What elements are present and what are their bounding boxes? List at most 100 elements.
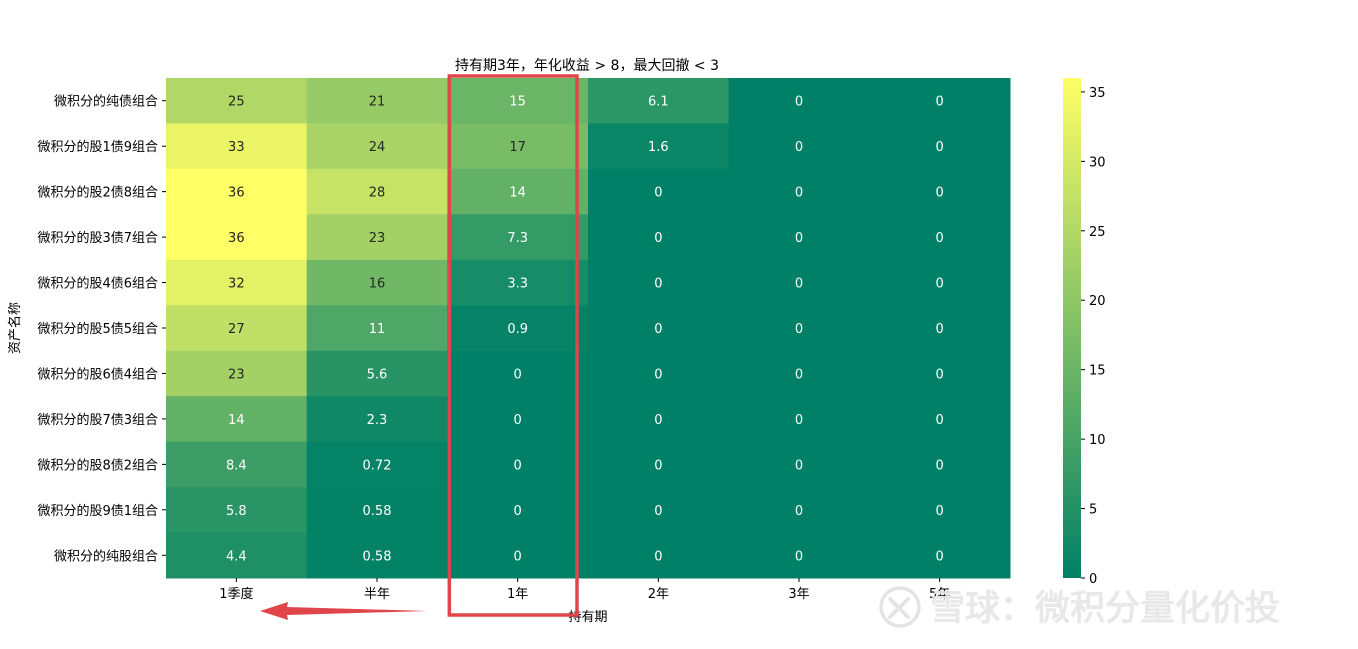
heatmap-cell [166,532,308,579]
heatmap-cell [588,214,730,261]
heatmap-cell [588,259,730,306]
y-tick-label: 微积分的股7债3组合 [37,412,158,428]
heatmap-cell [728,214,870,261]
heatmap-cell [447,214,589,261]
heatmap-cell [166,123,308,170]
heatmap-cell [588,168,730,215]
cell-value-label: 11 [369,322,386,337]
cell-value-label: 21 [369,95,386,110]
cell-value-label: 0 [514,367,522,382]
x-tick-label: 1季度 [219,586,253,602]
heatmap-cell [166,305,308,352]
heatmap-cell [306,350,448,397]
y-tick-label: 微积分的纯股组合 [54,548,158,564]
cell-value-label: 0.58 [363,504,392,519]
heatmap-cell [447,123,589,170]
heatmap-cell [166,168,308,215]
cell-value-label: 15 [509,95,526,110]
heatmap-cell [728,168,870,215]
x-tick-label: 1年 [507,587,528,602]
x-tick-label: 半年 [364,587,390,602]
heatmap-cell [728,441,870,488]
heatmap-cell [588,441,730,488]
heatmap-cell [166,441,308,488]
cell-value-label: 6.1 [648,95,669,110]
heatmap-cell [728,396,870,443]
heatmap-cell [447,78,589,124]
cell-value-label: 8.4 [226,458,247,473]
colorbar-tick-label: 5 [1089,503,1097,518]
xueqiu-logo-icon [879,586,921,628]
heatmap-cell [869,168,1011,215]
heatmap-cell [869,214,1011,261]
heatmap-cell [447,532,589,579]
watermark-text: 雪球：微积分量化价投 [930,589,1280,629]
x-tick-label: 5年 [929,587,950,602]
red-arrow [260,602,428,620]
y-tick-label: 微积分的股8债2组合 [37,457,158,473]
cell-value-label: 0 [654,322,662,337]
heatmap-cell [447,396,589,443]
cell-value-label: 0 [936,413,944,428]
heatmap-cell [728,123,870,170]
y-tick-label: 微积分的股6债4组合 [37,366,158,382]
cell-value-label: 0 [936,186,944,201]
heatmap-cell [447,350,589,397]
heatmap-cell [306,259,448,306]
cell-value-label: 5.6 [367,367,388,382]
cell-value-label: 0 [795,458,803,473]
cell-value-label: 0 [936,504,944,519]
heatmap-cell [166,259,308,306]
heatmap-cell [166,214,308,261]
colorbar-tick-label: 30 [1089,155,1106,170]
heatmap-cell [869,78,1011,124]
colorbar-tick-label: 15 [1089,364,1106,379]
cell-value-label: 1.6 [648,140,669,155]
heatmap-cell [588,123,730,170]
y-tick-label: 微积分的股4债6组合 [37,276,158,292]
watermark: 雪球：微积分量化价投 [879,586,1280,629]
cell-value-label: 0 [795,367,803,382]
x-axis-ticks: 1季度 半年 1年 2年 3年 5年 [219,578,950,602]
heatmap-cell [306,487,448,534]
cell-value-label: 0 [654,186,662,201]
heatmap-cell [588,396,730,443]
cell-value-label: 23 [369,231,386,246]
heatmap-cell [588,532,730,579]
heatmap-cell [869,532,1011,579]
y-tick-label: 微积分的股3债7组合 [37,230,158,246]
heatmap-cell [869,487,1011,534]
cell-value-label: 0 [514,549,522,564]
cell-value-label: 0 [795,549,803,564]
cell-value-label: 0 [514,413,522,428]
y-tick-label: 微积分的股2债8组合 [37,185,158,201]
cell-value-label: 0 [936,231,944,246]
cell-value-label: 33 [228,140,245,155]
heatmap-cell [306,123,448,170]
heatmap-cell [728,259,870,306]
cell-value-label: 36 [228,186,245,201]
heatmap-cell [166,396,308,443]
y-axis-label: 资产名称 [7,302,23,354]
cell-value-label: 0 [936,458,944,473]
cell-value-label: 0 [514,458,522,473]
heatmap-cell [447,168,589,215]
cell-value-label: 17 [509,140,526,155]
heatmap-cells [166,78,1011,579]
cell-value-label: 0 [936,549,944,564]
chart-title: 持有期3年，年化收益 > 8，最大回撤 < 3 [455,58,719,74]
cell-value-label: 0 [654,231,662,246]
cell-value-label: 0 [795,140,803,155]
heatmap-cell [166,487,308,534]
heatmap-cell [306,396,448,443]
cell-value-label: 0.72 [363,458,392,473]
cell-value-label: 5.8 [226,504,247,519]
heatmap-cell [728,350,870,397]
y-axis-ticks: 微积分的纯债组合微积分的股1债9组合微积分的股2债8组合微积分的股3债7组合微积… [37,94,166,564]
cell-value-label: 0 [654,413,662,428]
heatmap-cell [588,78,730,124]
colorbar-tick-label: 0 [1089,572,1097,587]
heatmap-cell [306,441,448,488]
cell-value-label: 14 [509,186,526,201]
heatmap-cell-labels: 25 21 15 6.1 0 0 33 24 17 1.6 0 0 36 28 14 0 0 0 36 23 7.3 0 0… [226,95,944,565]
